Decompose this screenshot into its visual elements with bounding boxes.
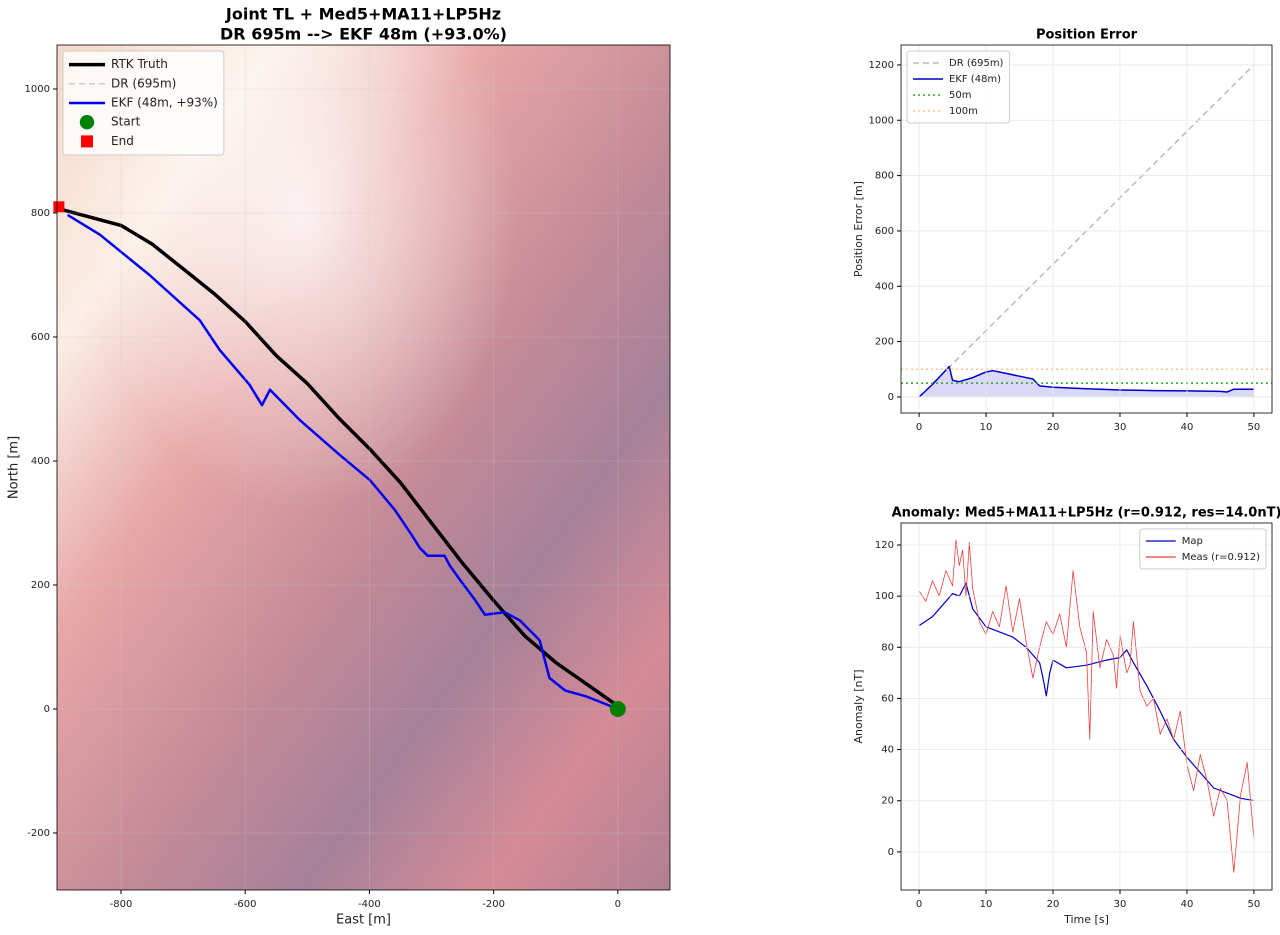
legend-swatch bbox=[81, 135, 93, 148]
y-tick-label: 600 bbox=[875, 226, 894, 237]
x-axis-label: Time [s] bbox=[1063, 913, 1109, 926]
x-tick-label: 30 bbox=[1114, 422, 1127, 433]
axes-frame bbox=[900, 522, 1273, 891]
legend-label: RTK Truth bbox=[111, 57, 168, 71]
y-tick-label: 800 bbox=[875, 171, 894, 182]
x-tick-label: 50 bbox=[1248, 899, 1261, 910]
legend-label: Meas (r=0.912) bbox=[1182, 552, 1260, 563]
legend-box bbox=[62, 50, 225, 156]
x-tick-label: -400 bbox=[358, 899, 381, 910]
legend-label: DR (695m) bbox=[111, 76, 176, 90]
y-tick-label: 0 bbox=[888, 392, 894, 403]
y-tick-label: 1000 bbox=[25, 84, 50, 95]
end-marker bbox=[53, 201, 65, 213]
chart-title: Anomaly: Med5+MA11+LP5Hz (r=0.912, res=1… bbox=[892, 506, 1280, 521]
legend-label: DR (695m) bbox=[949, 58, 1004, 69]
legend-box bbox=[1139, 528, 1267, 570]
x-tick-label: 0 bbox=[615, 899, 621, 910]
x-tick-label: -800 bbox=[110, 899, 133, 910]
y-tick-label: 40 bbox=[881, 745, 894, 756]
series-line bbox=[918, 582, 1255, 802]
legend-label: End bbox=[111, 134, 134, 148]
x-tick-label: 10 bbox=[980, 899, 993, 910]
axes-frame bbox=[56, 44, 671, 891]
x-tick-label: 50 bbox=[1248, 422, 1261, 433]
y-tick-label: 100 bbox=[875, 591, 894, 602]
x-tick-label: 0 bbox=[916, 422, 922, 433]
x-tick-label: 10 bbox=[980, 422, 993, 433]
x-tick-label: 30 bbox=[1114, 899, 1127, 910]
plot-area bbox=[62, 208, 619, 711]
legend-box bbox=[906, 50, 1010, 124]
legend-swatch bbox=[79, 115, 95, 130]
y-tick-label: 0 bbox=[44, 704, 50, 715]
y-tick-label: 400 bbox=[31, 456, 50, 467]
axes-frame bbox=[900, 44, 1273, 414]
y-tick-label: 1200 bbox=[869, 60, 894, 71]
y-tick-label: 600 bbox=[31, 332, 50, 343]
x-axis-label: East [m] bbox=[336, 913, 391, 928]
chart-title: Joint TL + Med5+MA11+LP5Hz bbox=[225, 5, 501, 24]
legend: DR (695m) EKF (48m) 50m 100m bbox=[906, 50, 1010, 124]
x-tick-label: 20 bbox=[1047, 899, 1060, 910]
y-tick-label: 400 bbox=[875, 281, 894, 292]
x-tick-label: 20 bbox=[1047, 422, 1060, 433]
chart-subtitle: DR 695m --> EKF 48m (+93.0%) bbox=[220, 25, 507, 44]
y-tick-label: 0 bbox=[888, 847, 894, 858]
legend-label: 50m bbox=[949, 90, 971, 101]
legend: Map Meas (r=0.912) bbox=[1139, 528, 1267, 570]
chart-title: Position Error bbox=[1036, 28, 1138, 43]
start-marker bbox=[609, 700, 626, 717]
series-line bbox=[918, 365, 1254, 398]
legend-label: Start bbox=[111, 115, 141, 129]
y-tick-label: -200 bbox=[27, 828, 50, 839]
legend-label: Map bbox=[1182, 536, 1203, 547]
y-tick-label: 80 bbox=[881, 642, 894, 653]
y-axis-label: North [m] bbox=[7, 436, 22, 499]
x-tick-label: 0 bbox=[916, 899, 922, 910]
series-line bbox=[918, 539, 1255, 873]
plot-area bbox=[918, 539, 1255, 873]
series-line bbox=[62, 208, 619, 708]
y-axis-label: Position Error [m] bbox=[852, 181, 865, 277]
x-tick-label: -200 bbox=[482, 899, 505, 910]
y-tick-label: 20 bbox=[881, 796, 894, 807]
map-highlight bbox=[57, 45, 670, 890]
series-line bbox=[66, 213, 619, 711]
x-tick-label: -600 bbox=[234, 899, 257, 910]
legend-label: EKF (48m, +93%) bbox=[111, 96, 218, 110]
legend-label: EKF (48m) bbox=[949, 74, 1001, 85]
y-tick-label: 60 bbox=[881, 693, 894, 704]
legend-label: 100m bbox=[949, 106, 978, 117]
y-tick-label: 800 bbox=[31, 208, 50, 219]
x-tick-label: 40 bbox=[1181, 899, 1194, 910]
y-axis-label: Anomaly [nT] bbox=[852, 669, 865, 743]
area-fill bbox=[919, 366, 1254, 397]
legend: RTK Truth DR (695m) EKF (48m, +93%) Start En… bbox=[62, 50, 225, 156]
y-tick-label: 200 bbox=[875, 337, 894, 348]
y-tick-label: 1000 bbox=[869, 115, 894, 126]
x-tick-label: 40 bbox=[1181, 422, 1194, 433]
y-tick-label: 120 bbox=[875, 540, 894, 551]
y-tick-label: 200 bbox=[31, 580, 50, 591]
